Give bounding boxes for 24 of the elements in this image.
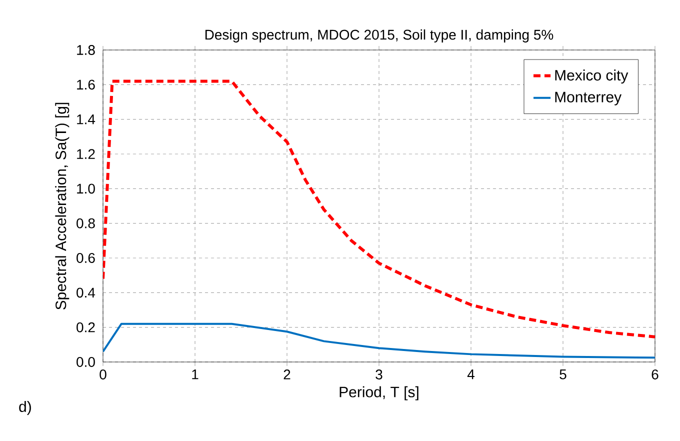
- x-tick-label: 4: [467, 370, 474, 380]
- y-tick-label: 1.8: [77, 45, 95, 55]
- x-tick-label: 1: [192, 370, 198, 380]
- x-axis-title: Period, T [s]: [340, 386, 418, 400]
- x-tick-label: 3: [376, 370, 382, 380]
- y-tick-label: 0.4: [76, 288, 96, 298]
- y-tick-label: 0.2: [76, 322, 95, 332]
- y-tick-label: 1.2: [77, 149, 95, 159]
- y-tick-label: 0.6: [76, 253, 95, 263]
- legend-label: Mexico city: [555, 70, 628, 84]
- y-tick-label: 0.0: [76, 357, 95, 367]
- y-axis-title: Spectral Acceleration, Sa(T) [g]: [55, 102, 70, 310]
- x-tick-label: 2: [284, 370, 290, 380]
- x-tick-label: 6: [652, 370, 658, 380]
- x-tick-label: 5: [560, 370, 566, 380]
- chart-title: Design spectrum, MDOC 2015, Soil type II, damping 5%: [205, 29, 554, 42]
- x-tick-label: 0: [100, 370, 106, 380]
- text: d): [19, 401, 31, 415]
- y-tick-label: 1.0: [77, 184, 95, 194]
- y-tick-label: 0.8: [76, 218, 95, 228]
- y-tick-label: 1.4: [77, 114, 96, 124]
- y-tick-label: 1.6: [77, 80, 95, 90]
- legend-label: Monterrey: [555, 92, 622, 106]
- line-series: [103, 322, 655, 359]
